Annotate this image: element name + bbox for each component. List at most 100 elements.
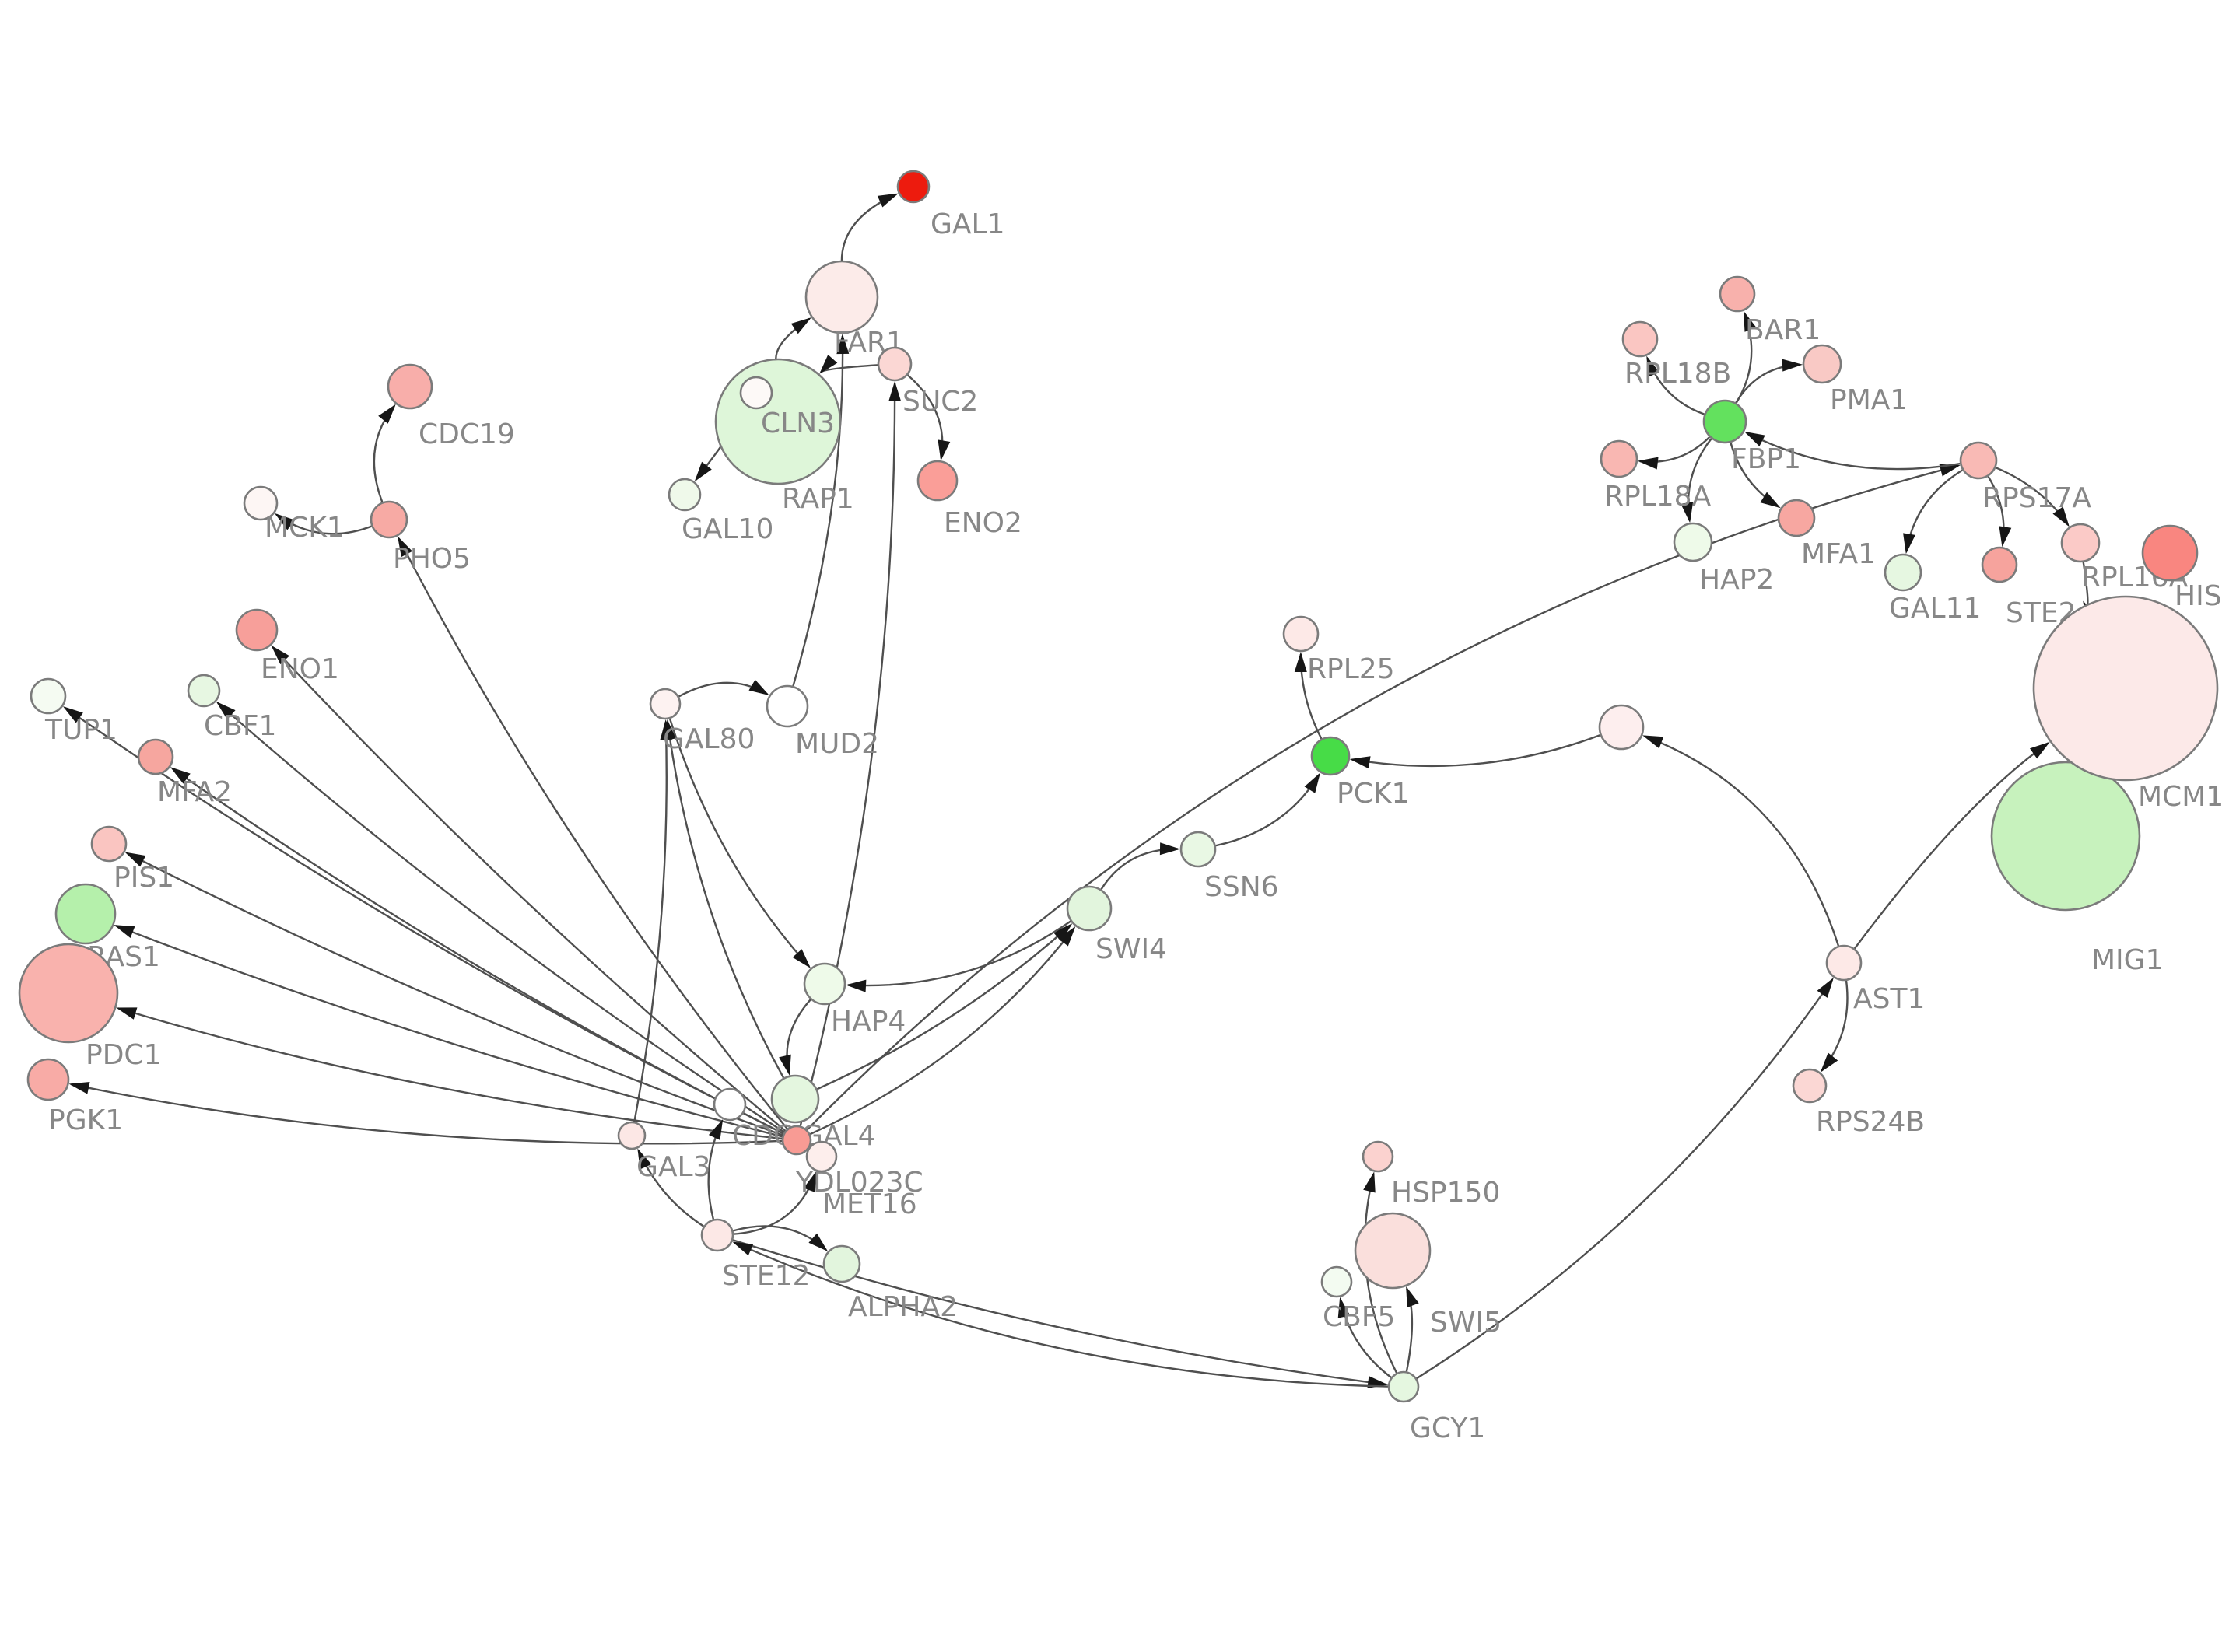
edge-GCY1-STE12[interactable] — [732, 1241, 1390, 1388]
edge-YDL023C-SUC2[interactable] — [799, 381, 902, 1127]
node-PHO5[interactable] — [370, 500, 408, 539]
node-GAL1[interactable] — [896, 170, 931, 204]
node-YDL023C[interactable] — [781, 1125, 812, 1156]
edge-GCY1-CBF5[interactable] — [1337, 1297, 1393, 1379]
node-CBF1[interactable] — [187, 674, 221, 708]
edge-STE12-GAL3[interactable] — [637, 1148, 705, 1228]
node-HAP4[interactable] — [803, 962, 846, 1006]
edge-AST1-MCM1[interactable] — [1853, 741, 2050, 950]
node-HIS4[interactable] — [2141, 524, 2199, 582]
node-GAL80[interactable] — [649, 688, 682, 720]
edge-HAP4-GAL4[interactable] — [779, 998, 812, 1076]
node-MFA1[interactable] — [1777, 499, 1816, 537]
node-SSN6[interactable] — [1179, 831, 1217, 868]
node-MUD2[interactable] — [766, 684, 809, 728]
edge-FBP1-PMA1[interactable] — [1734, 359, 1803, 404]
node-RPL25[interactable] — [1282, 615, 1320, 653]
node-ENO2[interactable] — [916, 460, 959, 502]
node-HAP2[interactable] — [1673, 522, 1713, 562]
edge-SWI4-SSN6[interactable] — [1099, 842, 1180, 891]
node-CDCW[interactable] — [713, 1087, 747, 1122]
edge-SSN6-PCK1[interactable] — [1214, 772, 1320, 847]
node-STE2[interactable] — [1981, 546, 2018, 583]
edge-FBP1-MFA1[interactable] — [1729, 441, 1781, 509]
edge-YDL023C-ENO1[interactable] — [271, 645, 787, 1132]
edge-RPS17A-STE2[interactable] — [1986, 474, 2012, 548]
edge-PCK1-RPL25[interactable] — [1294, 652, 1323, 740]
node-PCK1[interactable] — [1310, 736, 1351, 776]
edge-SUC2-RAP1[interactable] — [819, 355, 879, 374]
node-MCM1[interactable] — [2032, 595, 2219, 782]
edge-RPS17A-RPL16A[interactable] — [1994, 466, 2070, 527]
edge-PHO5-CDC19[interactable] — [373, 404, 396, 503]
edge-GAL80-MUD2[interactable] — [678, 679, 769, 698]
node-RPL18B[interactable] — [1621, 320, 1659, 358]
edge-YDL023C-PIS1[interactable] — [124, 852, 784, 1137]
node-RPL18A[interactable] — [1600, 439, 1638, 478]
node-MET16[interactable] — [805, 1140, 838, 1173]
edge-PINK1-PCK1[interactable] — [1349, 733, 1602, 769]
node-BAR1[interactable] — [1719, 275, 1756, 313]
edge-YDL023C-SWI4[interactable] — [808, 926, 1076, 1136]
node-RPL16A[interactable] — [2060, 523, 2101, 563]
node-FBP1[interactable] — [1702, 399, 1747, 444]
edge-SUC2-ENO2[interactable] — [906, 373, 951, 461]
node-RPS24B[interactable] — [1792, 1068, 1828, 1104]
edge-RPS17A-FBP1[interactable] — [1744, 431, 1961, 471]
node-RAP1[interactable] — [714, 358, 842, 485]
edge-AST1-RPS24B[interactable] — [1820, 979, 1849, 1073]
node-MIG1[interactable] — [1990, 761, 2141, 912]
node-ENO1[interactable] — [235, 608, 279, 652]
edge-STE12-MET16[interactable] — [732, 1171, 817, 1235]
edge-RPS17A-GAL11[interactable] — [1903, 468, 1964, 555]
edge-YDL023C-PGK1[interactable] — [68, 1081, 783, 1145]
node-CLN3[interactable] — [739, 376, 773, 410]
node-PMA1[interactable] — [1802, 344, 1842, 384]
edge-GCY1-SWI5[interactable] — [1405, 1286, 1419, 1373]
edge-FBP1-RPL18B[interactable] — [1646, 355, 1705, 416]
edge-SWI4-HAP4[interactable] — [846, 919, 1072, 992]
node-AST1[interactable] — [1825, 944, 1863, 982]
node-MCK1[interactable] — [243, 485, 279, 521]
node-SWI4[interactable] — [1066, 885, 1113, 932]
node-GAL11[interactable] — [1884, 553, 1922, 592]
edge-RPL16A-MCM1[interactable] — [2082, 561, 2098, 622]
edge-GAL80-HAP4[interactable] — [668, 717, 811, 968]
edge-FBP1-RPL18A[interactable] — [1637, 436, 1711, 470]
edge-YDL023C-RPS17A[interactable] — [805, 464, 1961, 1132]
edge-RAP1-GAL10[interactable] — [694, 445, 722, 482]
node-PINK1[interactable] — [1598, 704, 1645, 751]
edge-GAL4-SWI4[interactable] — [815, 923, 1073, 1090]
edge-RAP1-FAR1[interactable] — [775, 317, 811, 360]
node-TUP1[interactable] — [30, 677, 67, 715]
edge-AST1-PINK1[interactable] — [1642, 735, 1840, 947]
node-RAS1[interactable] — [54, 883, 117, 945]
edge-STE12-ALPHA2[interactable] — [731, 1225, 829, 1251]
edge-GAL3-GAL80[interactable] — [633, 719, 673, 1123]
node-GAL4[interactable] — [770, 1074, 820, 1124]
edge-PHO5-MCK1[interactable] — [274, 513, 373, 535]
node-HSP150[interactable] — [1362, 1140, 1394, 1173]
node-PIS1[interactable] — [90, 825, 128, 863]
edge-FBP1-HAP2[interactable] — [1681, 437, 1713, 523]
edge-YDL023C-CBF1[interactable] — [216, 701, 786, 1134]
node-GCY1[interactable] — [1387, 1370, 1420, 1403]
edge-GAL4-GAL80[interactable] — [664, 719, 785, 1080]
node-MFA2[interactable] — [137, 738, 174, 775]
node-GAL10[interactable] — [668, 478, 702, 512]
node-GAL3[interactable] — [617, 1121, 647, 1150]
node-PDC1[interactable] — [18, 943, 119, 1044]
edge-STE12-CDCW[interactable] — [707, 1118, 724, 1220]
node-CBF5[interactable] — [1320, 1265, 1353, 1298]
edge-FAR1-GAL1[interactable] — [840, 193, 899, 262]
node-ALPHA2[interactable] — [822, 1244, 861, 1283]
edge-FBP1-BAR1[interactable] — [1735, 310, 1757, 404]
node-SWI5[interactable] — [1354, 1212, 1432, 1290]
edge-GCY1-AST1[interactable] — [1415, 977, 1834, 1380]
node-STE12[interactable] — [700, 1218, 734, 1252]
edge-YDL023C-RAS1[interactable] — [114, 925, 783, 1138]
node-RPS17A[interactable] — [1959, 441, 1998, 480]
node-PGK1[interactable] — [26, 1058, 70, 1101]
node-SUC2[interactable] — [877, 346, 913, 382]
